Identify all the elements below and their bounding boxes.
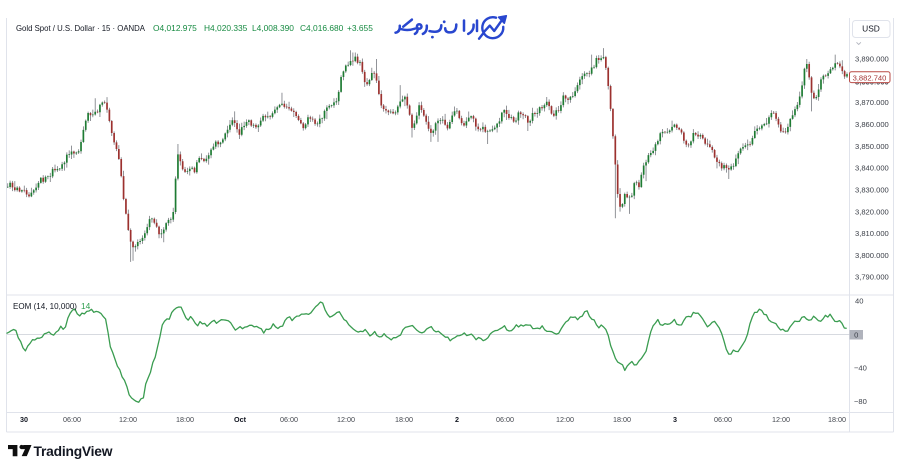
svg-text:12:00: 12:00 (772, 415, 790, 424)
svg-text:06:00: 06:00 (280, 415, 298, 424)
svg-text:12:00: 12:00 (119, 415, 137, 424)
svg-text:EOM (14, 10,000): EOM (14, 10,000) (13, 301, 77, 311)
svg-text:40: 40 (855, 296, 863, 305)
svg-text:3,882.740: 3,882.740 (853, 73, 887, 82)
svg-text:3,870.000: 3,870.000 (855, 98, 889, 107)
svg-text:L4,008.390: L4,008.390 (252, 23, 294, 33)
svg-text:−40: −40 (854, 364, 867, 373)
svg-text:06:00: 06:00 (496, 415, 514, 424)
svg-text:18:00: 18:00 (828, 415, 846, 424)
svg-text:3,840.000: 3,840.000 (855, 164, 889, 173)
svg-text:2: 2 (455, 415, 459, 424)
svg-text:+3.655: +3.655 (347, 23, 373, 33)
svg-text:O4,012.975: O4,012.975 (153, 23, 197, 33)
svg-text:Oct: Oct (234, 415, 247, 424)
svg-text:3,790.000: 3,790.000 (855, 273, 889, 282)
svg-text:C4,016.680: C4,016.680 (300, 23, 344, 33)
svg-text:3,860.000: 3,860.000 (855, 120, 889, 129)
svg-text:3,800.000: 3,800.000 (855, 251, 889, 260)
svg-text:3,820.000: 3,820.000 (855, 207, 889, 216)
svg-text:3: 3 (673, 415, 677, 424)
svg-text:30: 30 (20, 415, 28, 424)
svg-text:06:00: 06:00 (714, 415, 732, 424)
svg-text:3,830.000: 3,830.000 (855, 186, 889, 195)
svg-text:0: 0 (854, 330, 858, 339)
svg-text:−80: −80 (854, 397, 867, 406)
svg-text:18:00: 18:00 (176, 415, 194, 424)
svg-text:Gold Spot / U.S. Dollar · 15 ·: Gold Spot / U.S. Dollar · 15 · OANDA (16, 23, 145, 33)
svg-text:USD: USD (862, 24, 880, 34)
svg-text:3,850.000: 3,850.000 (855, 142, 889, 151)
svg-text:14: 14 (81, 301, 91, 311)
svg-text:12:00: 12:00 (556, 415, 574, 424)
svg-text:12:00: 12:00 (337, 415, 355, 424)
svg-text:3,890.000: 3,890.000 (855, 55, 889, 64)
svg-text:3,810.000: 3,810.000 (855, 229, 889, 238)
svg-text:H4,020.335: H4,020.335 (204, 23, 248, 33)
svg-text:TradingView: TradingView (34, 444, 113, 459)
svg-text:18:00: 18:00 (613, 415, 631, 424)
svg-text:06:00: 06:00 (63, 415, 81, 424)
svg-text:18:00: 18:00 (395, 415, 413, 424)
